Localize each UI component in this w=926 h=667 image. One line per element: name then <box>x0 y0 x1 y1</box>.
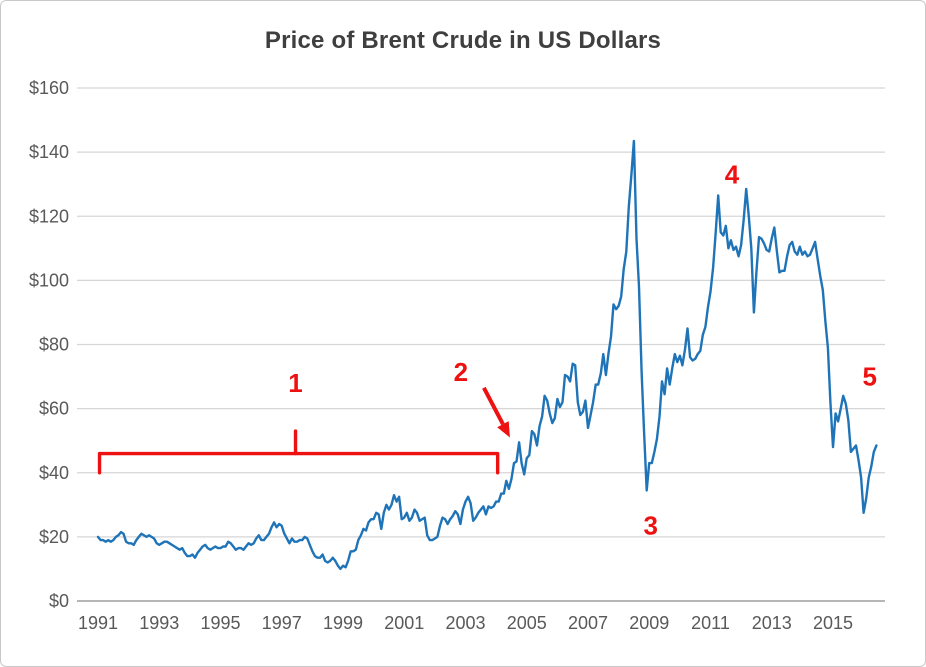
price-line <box>96 139 878 571</box>
x-tick-label: 2009 <box>629 613 669 633</box>
y-tick-label: $100 <box>29 270 69 290</box>
y-tick-label: $0 <box>49 591 69 611</box>
annotation-label-5: 5 <box>863 362 877 392</box>
annotation-arrow-head <box>497 421 510 438</box>
y-tick-label: $160 <box>29 78 69 98</box>
chart-title: Price of Brent Crude in US Dollars <box>264 27 662 54</box>
x-tick-label: 2013 <box>752 613 792 633</box>
x-tick-label: 2001 <box>384 613 424 633</box>
y-tick-label: $60 <box>39 399 69 419</box>
annotation-label-3: 3 <box>644 511 658 541</box>
y-tick-label: $40 <box>39 463 69 483</box>
annotation-label-1: 1 <box>288 368 302 398</box>
annotation-label-4: 4 <box>725 160 740 190</box>
x-tick-label: 2015 <box>813 613 853 633</box>
annotation-label-2: 2 <box>454 357 468 387</box>
y-tick-label: $20 <box>39 527 69 547</box>
x-tick-label: 1993 <box>139 613 179 633</box>
y-tick-label: $120 <box>29 206 69 226</box>
range-brace <box>97 451 500 475</box>
x-tick-label: 2011 <box>691 613 730 633</box>
x-tick-label: 1999 <box>323 613 363 633</box>
annotation-arrow-shaft <box>482 386 505 426</box>
x-tick-label: 2007 <box>568 613 608 633</box>
x-tick-label: 2003 <box>445 613 485 633</box>
y-tick-label: $140 <box>29 142 69 162</box>
x-tick-label: 1995 <box>200 613 240 633</box>
x-tick-label: 1991 <box>78 613 118 633</box>
x-tick-label: 1997 <box>262 613 302 633</box>
x-tick-label: 2005 <box>507 613 547 633</box>
y-tick-label: $80 <box>39 335 69 355</box>
